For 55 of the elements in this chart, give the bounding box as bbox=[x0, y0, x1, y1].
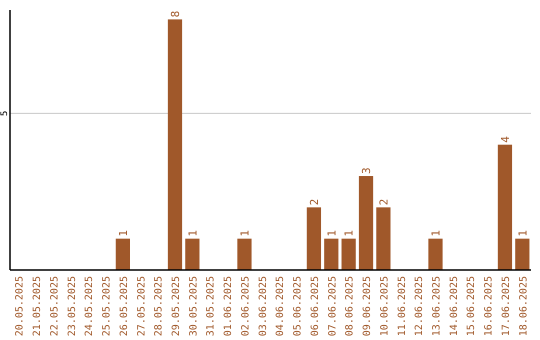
x-tick-label: 05.06.2025 bbox=[292, 276, 304, 336]
data-label: 1 bbox=[429, 230, 442, 237]
x-tick-label: 25.05.2025 bbox=[102, 276, 113, 336]
x-tick-label: 28.05.2025 bbox=[154, 276, 165, 336]
bar bbox=[515, 238, 530, 270]
y-tick-label: 5 bbox=[0, 110, 10, 116]
x-tick-label: 09.06.2025 bbox=[362, 276, 374, 336]
x-tick-label: 21.05.2025 bbox=[32, 276, 44, 336]
x-tick-label: 22.05.2025 bbox=[49, 276, 60, 336]
x-tick-label: 31.05.2025 bbox=[206, 276, 217, 336]
x-tick-label: 11.06.2025 bbox=[396, 276, 408, 336]
bar bbox=[168, 19, 182, 270]
bar bbox=[185, 238, 200, 270]
x-tick-label: 26.05.2025 bbox=[118, 276, 130, 336]
data-label: 1 bbox=[342, 230, 356, 237]
data-label: 2 bbox=[377, 198, 390, 206]
bar bbox=[237, 238, 252, 270]
x-tick-label: 10.06.2025 bbox=[379, 276, 390, 336]
x-tick-label: 24.05.2025 bbox=[84, 276, 96, 336]
data-label: 2 bbox=[308, 198, 321, 206]
bar bbox=[428, 238, 443, 270]
x-tick-label: 08.06.2025 bbox=[344, 276, 356, 336]
data-label: 1 bbox=[516, 230, 530, 237]
data-label: 3 bbox=[360, 167, 374, 174]
x-tick-label: 27.05.2025 bbox=[136, 276, 148, 336]
x-tick-label: 02.06.2025 bbox=[240, 276, 252, 336]
bar bbox=[342, 238, 356, 270]
x-tick-label: 17.06.2025 bbox=[500, 276, 512, 336]
data-label: 8 bbox=[168, 10, 182, 18]
x-tick-label: 16.06.2025 bbox=[484, 276, 495, 336]
x-tick-label: 13.06.2025 bbox=[431, 276, 442, 336]
x-tick-label: 01.06.2025 bbox=[223, 276, 234, 336]
x-tick-label: 20.05.2025 bbox=[14, 276, 26, 336]
x-tick-label: 14.06.2025 bbox=[448, 276, 460, 336]
data-label: 1 bbox=[325, 230, 338, 237]
data-label: 1 bbox=[186, 230, 200, 237]
bar bbox=[324, 238, 338, 270]
x-tick-label: 23.05.2025 bbox=[66, 276, 78, 336]
x-tick-label: 03.06.2025 bbox=[258, 276, 269, 336]
x-tick-label: 12.06.2025 bbox=[414, 276, 426, 336]
bar bbox=[358, 176, 374, 270]
bar bbox=[116, 238, 130, 270]
data-label: 4 bbox=[498, 136, 512, 143]
bar bbox=[498, 144, 512, 270]
x-tick-label: 15.06.2025 bbox=[466, 276, 478, 336]
bar bbox=[376, 207, 391, 270]
x-tick-label: 30.05.2025 bbox=[188, 276, 200, 336]
x-tick-label: 29.05.2025 bbox=[170, 276, 182, 336]
x-tick-label: 04.06.2025 bbox=[275, 276, 286, 336]
data-label: 1 bbox=[116, 230, 130, 237]
x-tick-label: 07.06.2025 bbox=[327, 276, 338, 336]
data-label: 1 bbox=[238, 230, 252, 237]
bar bbox=[306, 207, 322, 270]
x-tick-label: 18.06.2025 bbox=[518, 276, 530, 336]
x-tick-label: 06.06.2025 bbox=[310, 276, 321, 336]
